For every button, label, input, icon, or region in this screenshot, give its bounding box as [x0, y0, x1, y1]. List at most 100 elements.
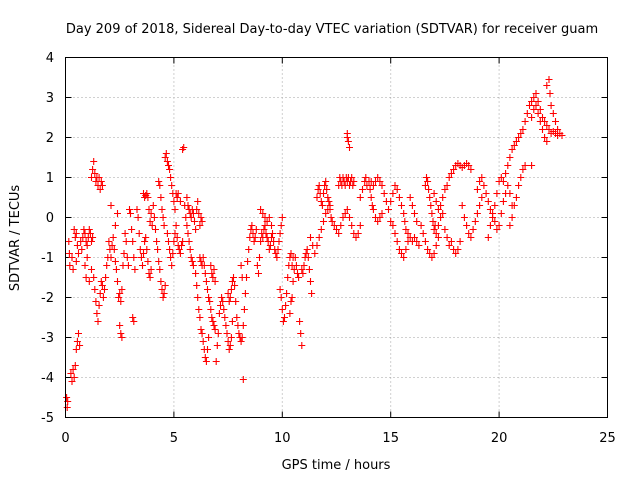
data-point	[202, 278, 210, 285]
data-point	[208, 314, 216, 321]
data-point	[521, 118, 529, 125]
data-point	[268, 222, 275, 229]
data-point	[432, 242, 440, 249]
data-point	[209, 274, 217, 281]
data-point	[272, 250, 280, 257]
data-point	[443, 234, 451, 241]
data-point	[90, 274, 98, 281]
data-point	[425, 186, 433, 193]
data-point	[398, 202, 405, 209]
data-point	[76, 342, 84, 349]
data-point	[543, 82, 551, 89]
data-point	[322, 178, 330, 185]
data-point	[158, 286, 166, 293]
data-point	[194, 198, 202, 205]
data-point	[400, 210, 408, 217]
data-point	[402, 226, 410, 233]
data-point	[276, 230, 284, 237]
data-point	[393, 186, 401, 193]
data-point	[207, 306, 215, 313]
data-point	[241, 290, 249, 297]
data-point	[432, 198, 440, 205]
data-point	[211, 326, 219, 333]
data-point	[120, 250, 128, 257]
data-point	[554, 126, 562, 133]
data-point	[478, 194, 486, 201]
data-point	[215, 310, 223, 317]
data-point	[196, 314, 204, 321]
data-point	[111, 222, 119, 229]
data-point	[95, 302, 103, 309]
data-point	[123, 254, 131, 261]
data-point	[445, 174, 453, 181]
data-point	[255, 270, 262, 277]
data-point	[463, 222, 471, 229]
data-point	[539, 114, 546, 121]
data-point	[98, 282, 106, 289]
data-point	[493, 190, 501, 197]
data-point	[260, 226, 268, 233]
data-point	[167, 254, 175, 261]
data-point	[170, 198, 178, 205]
data-point	[168, 262, 176, 269]
data-point	[471, 218, 479, 225]
data-point	[239, 376, 247, 383]
data-point	[107, 254, 115, 261]
data-point	[517, 130, 525, 137]
data-point	[207, 262, 215, 269]
data-point	[395, 246, 403, 253]
data-point	[536, 106, 544, 113]
data-point	[187, 254, 195, 261]
data-point	[191, 218, 198, 225]
data-point	[502, 170, 510, 177]
data-point	[519, 126, 527, 133]
data-point	[248, 222, 256, 229]
data-point	[380, 190, 388, 197]
data-point	[346, 144, 353, 151]
data-point	[237, 338, 245, 345]
data-point	[323, 186, 331, 193]
data-point	[72, 346, 80, 353]
data-point	[238, 274, 246, 281]
data-point	[430, 226, 438, 233]
data-point	[274, 246, 282, 253]
data-point	[223, 330, 231, 337]
data-point	[227, 334, 235, 341]
data-point	[142, 234, 150, 241]
data-point	[493, 226, 501, 233]
data-point	[314, 186, 322, 193]
data-point	[130, 254, 138, 261]
data-point	[86, 230, 94, 237]
data-point	[495, 222, 503, 229]
data-point	[330, 222, 338, 229]
data-point	[155, 258, 163, 265]
data-point	[117, 330, 125, 337]
data-point	[411, 234, 418, 241]
data-point	[192, 270, 200, 277]
data-point	[160, 222, 168, 229]
data-point	[279, 318, 287, 325]
data-point	[188, 258, 196, 265]
data-point	[144, 194, 152, 201]
data-point	[212, 358, 220, 365]
data-point	[184, 230, 192, 237]
data-point	[510, 142, 518, 149]
data-point	[277, 222, 285, 229]
data-point	[315, 234, 323, 241]
data-point	[413, 218, 421, 225]
data-point	[528, 98, 536, 105]
data-point	[281, 314, 288, 321]
data-point	[292, 262, 300, 269]
data-point	[484, 234, 492, 241]
data-point	[558, 132, 566, 139]
data-point	[222, 322, 230, 329]
data-point	[140, 250, 147, 257]
data-point	[172, 222, 180, 229]
data-point	[131, 266, 139, 273]
data-point	[166, 166, 174, 173]
data-point	[139, 262, 146, 269]
data-point	[185, 238, 193, 245]
data-point	[253, 262, 261, 269]
data-point	[157, 278, 165, 285]
